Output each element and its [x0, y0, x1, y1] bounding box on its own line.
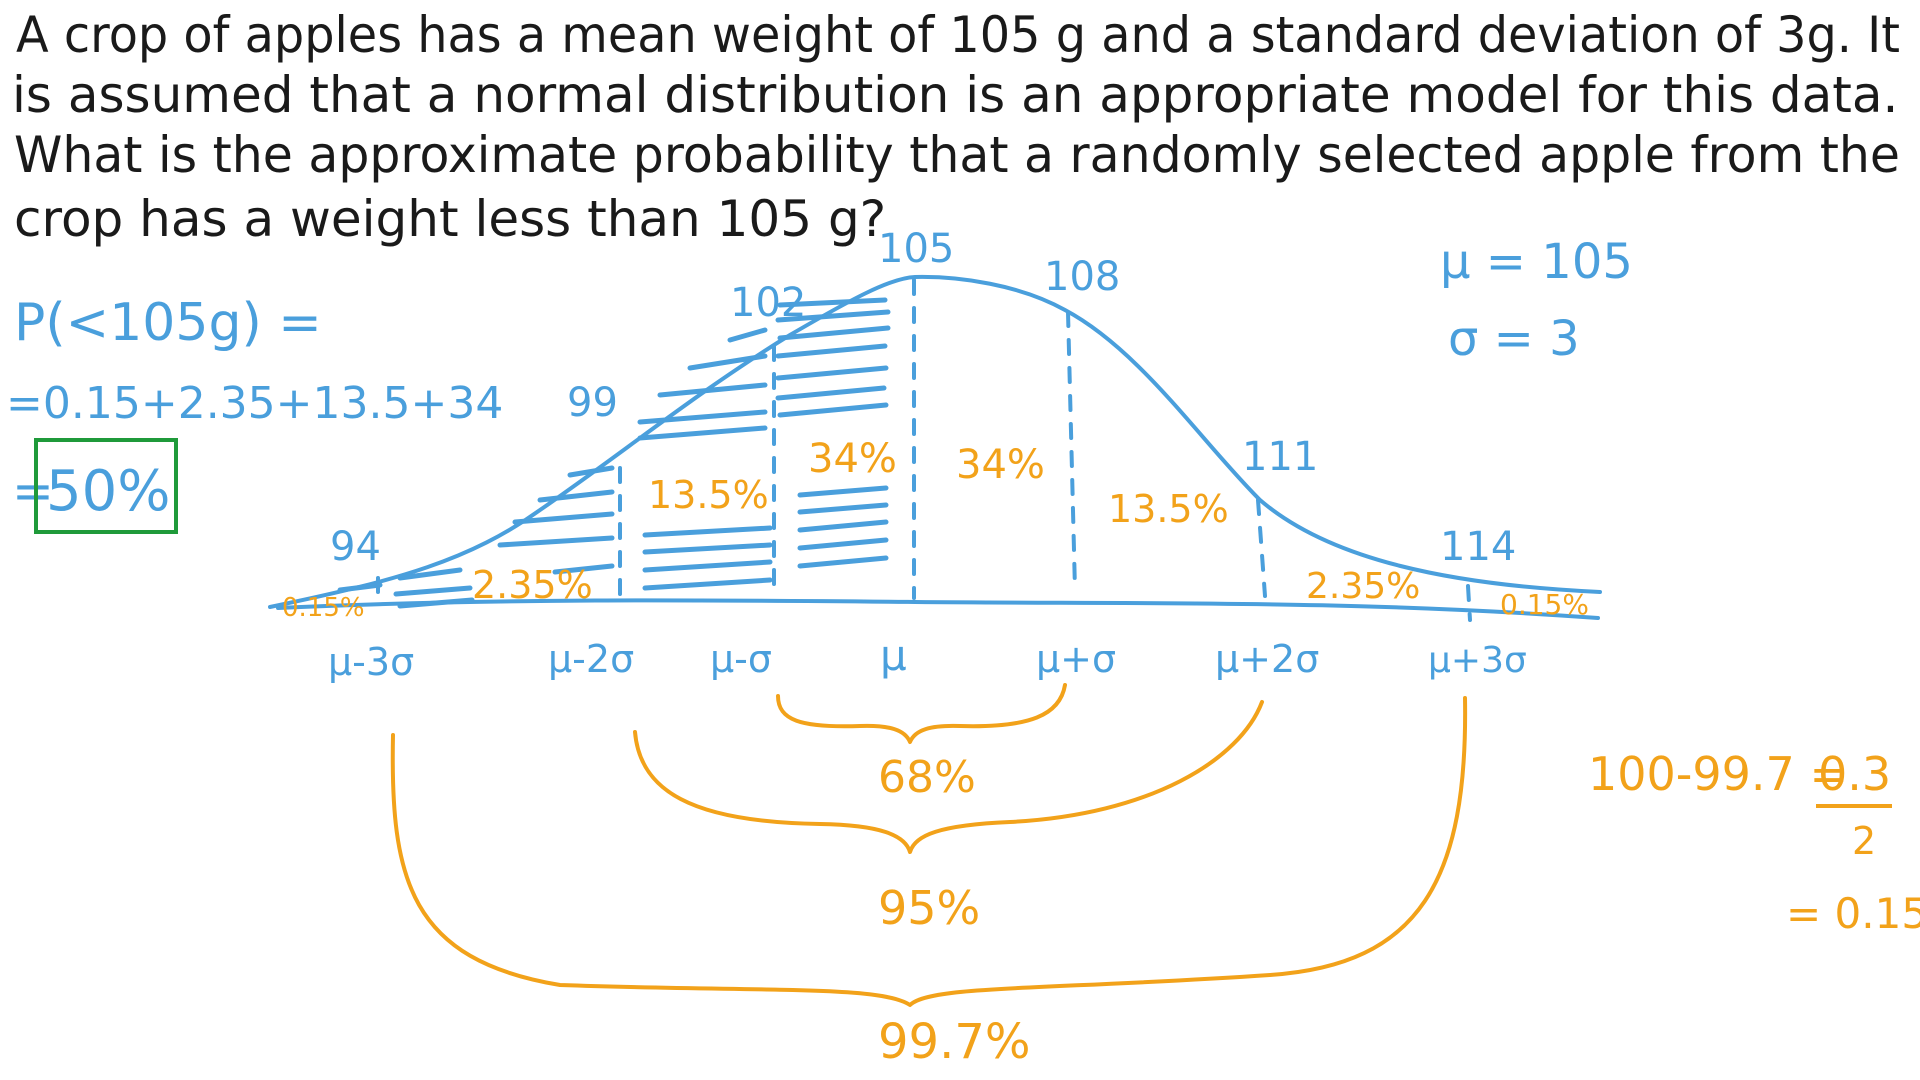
tail-calc-denominator: 2 — [1852, 819, 1876, 863]
question-line-1: A crop of apples has a mean weight of 10… — [16, 6, 1900, 64]
region-percentages: 0.15% 2.35% 13.5% 34% 34% 13.5% 2.35% 0.… — [282, 436, 1589, 623]
axis-mu-plus-sigma: μ+σ — [1036, 637, 1116, 681]
question-line-3: What is the approximate probability that… — [14, 126, 1900, 184]
region-right-tail: 0.15% — [1500, 588, 1589, 621]
label-95-percent: 95% — [878, 881, 980, 935]
tail-calc-result: = 0.15 — [1786, 889, 1920, 938]
label-111: 111 — [1242, 434, 1318, 480]
label-99-7-percent: 99.7% — [878, 1014, 1030, 1070]
region-right-center: 34% — [956, 442, 1045, 488]
axis-mu-plus-3sigma: μ+3σ — [1428, 640, 1527, 681]
shaded-area — [337, 297, 891, 609]
region-right-2sigma: 2.35% — [1306, 566, 1420, 607]
brace-labels: 68% 95% 99.7% — [878, 752, 1030, 1070]
axis-labels: μ-3σ μ-2σ μ-σ μ μ+σ μ+2σ μ+3σ — [328, 631, 1527, 684]
region-left-center: 34% — [808, 436, 897, 482]
question-line-4: crop has a weight less than 105 g? — [14, 190, 886, 248]
x-axis — [276, 598, 1600, 620]
label-94: 94 — [330, 524, 381, 570]
question-line-2: is assumed that a normal distribution is… — [12, 66, 1898, 124]
axis-mu-minus-2sigma: μ-2σ — [548, 637, 634, 681]
probability-sum: =0.15+2.35+13.5+34 — [6, 378, 503, 429]
answer-box — [34, 438, 178, 534]
axis-mu: μ — [880, 631, 907, 680]
label-99: 99 — [567, 380, 618, 426]
tail-calc-numerator: 0.3 — [1818, 747, 1891, 801]
tail-calculation: 100-99.7 = 0.3 2 = 0.15 — [1588, 747, 1920, 938]
region-left-tail: 0.15% — [282, 593, 365, 623]
answer-value: 50% — [46, 459, 170, 524]
label-105: 105 — [878, 226, 954, 272]
region-right-1sigma: 13.5% — [1108, 487, 1229, 531]
label-68-percent: 68% — [878, 752, 976, 803]
label-114: 114 — [1440, 524, 1516, 570]
brace-68 — [776, 683, 1067, 744]
region-left-2sigma: 2.35% — [472, 563, 593, 607]
question-text: A crop of apples has a mean weight of 10… — [12, 6, 1900, 248]
answer-prefix: = — [12, 462, 54, 520]
tail-calc-expression: 100-99.7 = — [1588, 747, 1848, 801]
brace-95 — [633, 700, 1264, 854]
sigma-value: σ = 3 — [1448, 311, 1580, 367]
axis-mu-plus-2sigma: μ+2σ — [1215, 637, 1319, 681]
working: P(<105g) = =0.15+2.35+13.5+34 = 50% — [6, 293, 503, 534]
region-left-1sigma: 13.5% — [648, 473, 769, 517]
given-values: μ = 105 σ = 3 — [1440, 234, 1633, 367]
sigma-divisions — [376, 278, 1472, 622]
braces — [390, 683, 1468, 1007]
axis-mu-minus-3sigma: μ-3σ — [328, 640, 414, 684]
brace-99-7 — [390, 696, 1468, 1007]
mean-value: μ = 105 — [1440, 234, 1633, 290]
label-108: 108 — [1044, 254, 1120, 300]
probability-label: P(<105g) = — [14, 293, 322, 353]
normal-curve — [268, 274, 1602, 609]
top-value-labels: 94 99 102 105 108 111 114 — [330, 226, 1516, 570]
axis-mu-minus-sigma: μ-σ — [710, 637, 772, 681]
label-102: 102 — [730, 280, 806, 326]
